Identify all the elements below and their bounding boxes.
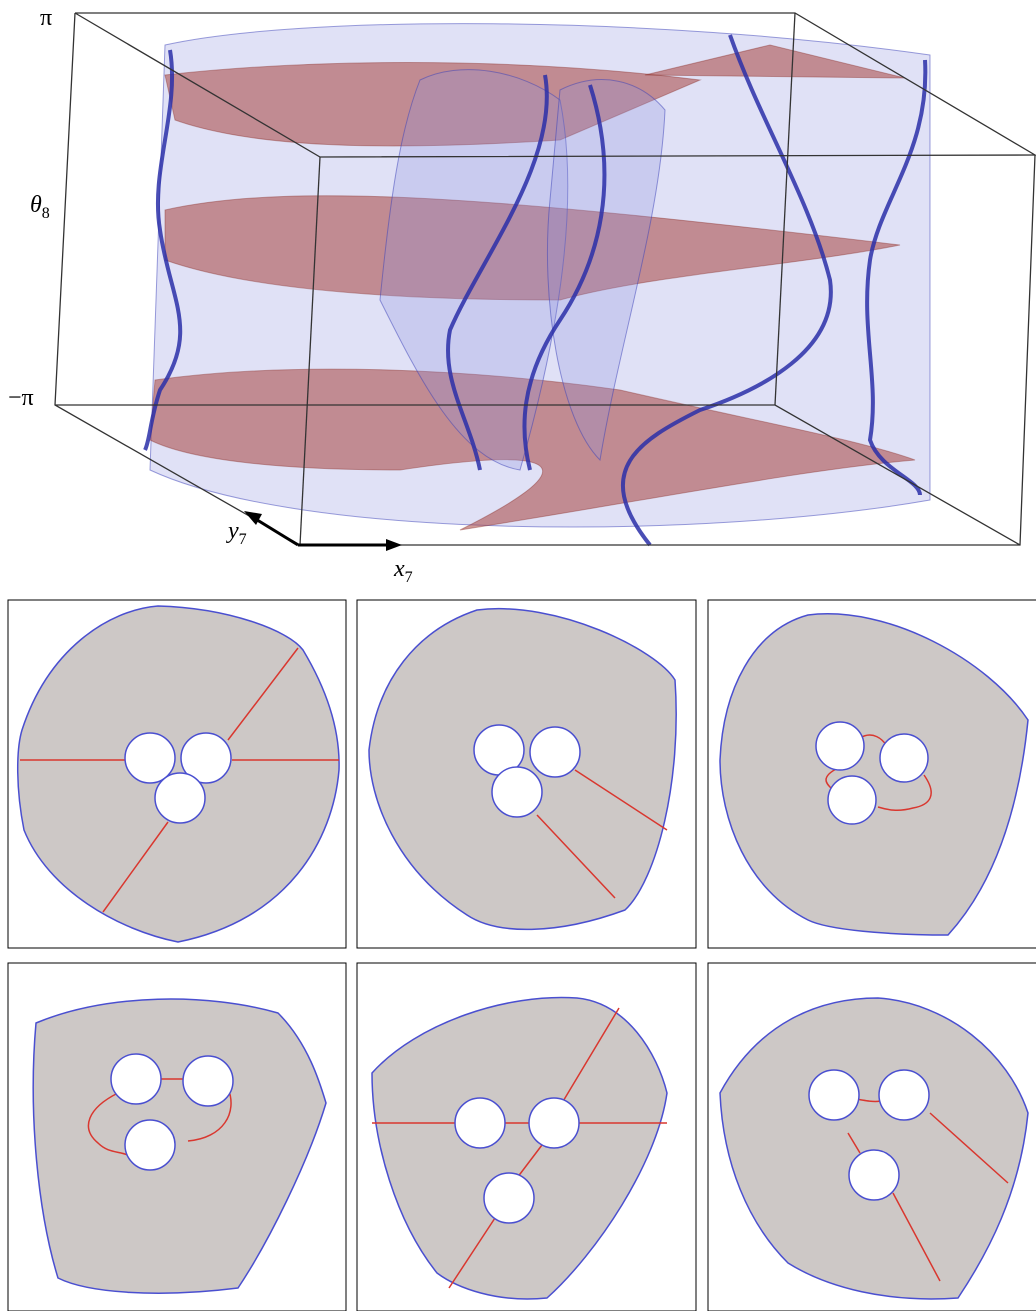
hole <box>455 1098 505 1148</box>
hole <box>155 773 205 823</box>
label-x: x7 <box>393 556 413 586</box>
label-bottom: −π <box>8 385 34 411</box>
hole <box>484 1173 534 1223</box>
label-theta: θ8 <box>30 192 50 222</box>
hole <box>879 1070 929 1120</box>
hole <box>529 1098 579 1148</box>
x-arrowhead <box>386 539 402 551</box>
hole <box>183 1056 233 1106</box>
panel <box>708 963 1036 1311</box>
panel <box>708 600 1036 948</box>
volume-render <box>145 24 930 545</box>
subscript: 7 <box>239 531 247 548</box>
subscript: 7 <box>405 569 413 586</box>
symbol: x <box>393 556 405 582</box>
label-y: y7 <box>226 518 247 548</box>
hole <box>492 767 542 817</box>
subscript: 8 <box>42 205 50 222</box>
panel <box>8 600 346 948</box>
hole <box>125 1120 175 1170</box>
hole <box>816 722 864 770</box>
hole <box>530 727 580 777</box>
hole <box>880 734 928 782</box>
hole <box>111 1054 161 1104</box>
symbol: y <box>226 518 239 544</box>
panel <box>357 963 696 1311</box>
hole <box>849 1150 899 1200</box>
hole <box>828 776 876 824</box>
y-arrow <box>254 518 298 545</box>
panel <box>357 600 696 948</box>
symbol: θ <box>30 192 42 218</box>
figure: π θ8 −π y7 x7 <box>0 0 1036 1311</box>
panel <box>8 963 346 1311</box>
label-top: π <box>40 5 52 31</box>
hole <box>809 1070 859 1120</box>
